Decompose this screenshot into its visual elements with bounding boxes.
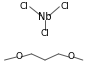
Text: O: O [15,53,22,61]
Text: Cl: Cl [20,2,29,11]
Text: Cl: Cl [60,2,69,11]
Text: Cl: Cl [41,29,49,38]
Text: O: O [68,53,75,61]
Text: Nb: Nb [38,12,52,22]
